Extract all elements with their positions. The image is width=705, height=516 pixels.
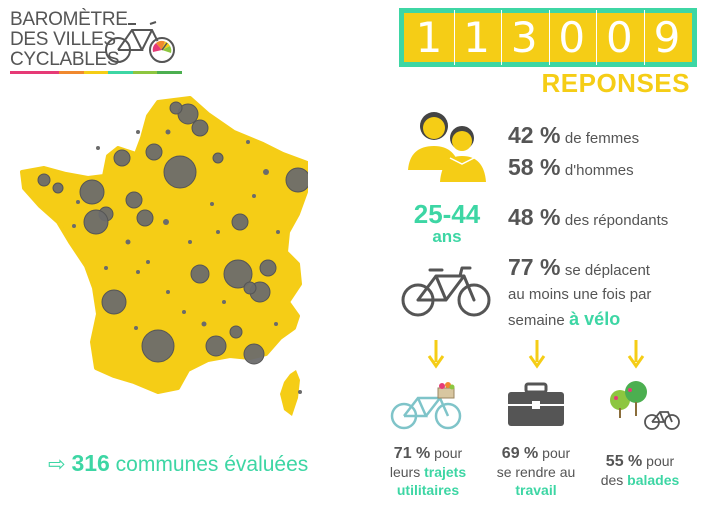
- arrow-right-icon: ⇨: [48, 453, 66, 476]
- france-map: [20, 96, 308, 416]
- usage-utility: 71 % pour leurs trajets utilitaires: [378, 444, 478, 499]
- logo-color-segment: [83, 71, 109, 74]
- men-pct: 58 %: [508, 154, 561, 180]
- people-icon: [408, 112, 486, 182]
- usage-leisure-l1: pour: [646, 453, 675, 469]
- usage-work-l1: pour: [542, 445, 571, 461]
- usage-work-emph: travail: [515, 482, 557, 498]
- usage-utility-emph: trajets: [424, 464, 467, 480]
- logo-color-segment: [157, 71, 183, 74]
- arrow-down-icon: [427, 340, 445, 369]
- responses-counter: 1 1 3 0 0 9: [399, 8, 697, 67]
- age-range-value: 25-44: [413, 199, 481, 229]
- men-label: d'hommes: [564, 162, 634, 179]
- city-bubble: [79, 179, 105, 205]
- bicycle-icon: [401, 266, 491, 317]
- city-bubble: [223, 259, 253, 289]
- logo-color-segment: [10, 71, 35, 74]
- arrow-down-icon: [528, 340, 546, 369]
- city-bubble: [285, 167, 308, 193]
- logo-color-segment: [108, 71, 133, 74]
- usage-work-pct: 69 %: [501, 445, 539, 462]
- city-bubble: [113, 149, 131, 167]
- arrow-down-icon: [627, 340, 645, 369]
- usage-work-l2: se rendre au: [496, 464, 576, 480]
- city-bubble: [163, 155, 197, 189]
- france-mainland-shape: [20, 96, 308, 394]
- corsica-shape: [280, 370, 300, 416]
- counter-digit: 9: [643, 10, 686, 65]
- trees-bike-icon: [610, 381, 680, 430]
- communes-count: ⇨ 316 communes évaluées: [48, 450, 308, 477]
- weekly-line-2: au moins une fois par: [508, 286, 652, 303]
- weekly-line-3: semaine: [508, 312, 565, 329]
- weekly-emphasis: à vélo: [569, 309, 621, 329]
- age-range: 25-44 ans: [402, 200, 492, 246]
- women-stat: 42 % de femmes: [508, 122, 639, 149]
- usage-leisure-pct: 55 %: [605, 453, 643, 470]
- city-bubble: [52, 182, 64, 194]
- usage-leisure-l2: des: [600, 472, 624, 488]
- responses-label: REPONSES: [541, 68, 690, 98]
- city-bubble: [141, 329, 175, 363]
- age-range-unit: ans: [432, 227, 462, 246]
- logo-color-bar: [10, 71, 183, 74]
- logo-line-3: CYCLABLES: [10, 49, 120, 70]
- usage-leisure: 55 % pour des balades: [590, 452, 690, 489]
- city-bubble: [136, 209, 154, 227]
- city-bubble: [101, 289, 127, 315]
- counter-digit: 0: [548, 10, 591, 65]
- city-bubble: [212, 152, 224, 164]
- usage-utility-l2: leurs: [389, 464, 421, 480]
- city-bubble: [145, 143, 163, 161]
- logo: BAROMÈTRE DES VILLES CYCLABLES: [10, 10, 128, 70]
- usage-utility-pct: 71 %: [393, 445, 431, 462]
- counter-digit: 0: [596, 10, 638, 65]
- counter-digit: 1: [415, 13, 443, 62]
- city-bubble: [229, 325, 243, 339]
- usage-work: 69 % pour se rendre au travail: [486, 444, 586, 499]
- age-stat: 48 % des répondants: [508, 204, 668, 231]
- logo-line-2: DES VILLES: [10, 29, 116, 50]
- logo-bicycle-gauge-icon: [105, 21, 175, 63]
- men-stat: 58 % d'hommes: [508, 154, 634, 181]
- city-bubble: [243, 343, 265, 365]
- usage-utility-l1: pour: [434, 445, 463, 461]
- city-bubble: [243, 281, 257, 295]
- bicycle-basket-icon: [390, 382, 462, 430]
- city-bubble: [205, 335, 227, 357]
- counter-digit: 3: [501, 10, 543, 65]
- city-bubble: [83, 209, 109, 235]
- communes-label: communes évaluées: [115, 453, 309, 476]
- city-bubble: [191, 119, 209, 137]
- city-bubble: [190, 264, 210, 284]
- women-label: de femmes: [564, 130, 640, 147]
- logo-color-segment: [34, 71, 60, 74]
- women-pct: 42 %: [508, 122, 561, 148]
- logo-color-segment: [59, 71, 84, 74]
- city-bubble: [259, 259, 277, 277]
- briefcase-icon: [508, 382, 564, 426]
- communes-number: 316: [71, 450, 110, 476]
- city-bubble: [125, 191, 143, 209]
- age-pct: 48 %: [508, 204, 561, 230]
- logo-line-1: BAROMÈTRE: [10, 9, 128, 30]
- weekly-line-1: se déplacent: [564, 262, 650, 279]
- logo-color-segment: [132, 71, 158, 74]
- city-bubble: [169, 101, 183, 115]
- weekly-pct: 77 %: [508, 254, 561, 280]
- weekly-bike-stat: 77 % se déplacent au moins une fois par …: [508, 256, 651, 332]
- city-bubble: [37, 173, 51, 187]
- age-label: des répondants: [564, 212, 669, 229]
- counter-digit: 1: [453, 10, 496, 65]
- usage-leisure-emph: balades: [627, 472, 680, 488]
- city-bubble: [231, 213, 249, 231]
- usage-utility-emph-2: utilitaires: [396, 482, 460, 498]
